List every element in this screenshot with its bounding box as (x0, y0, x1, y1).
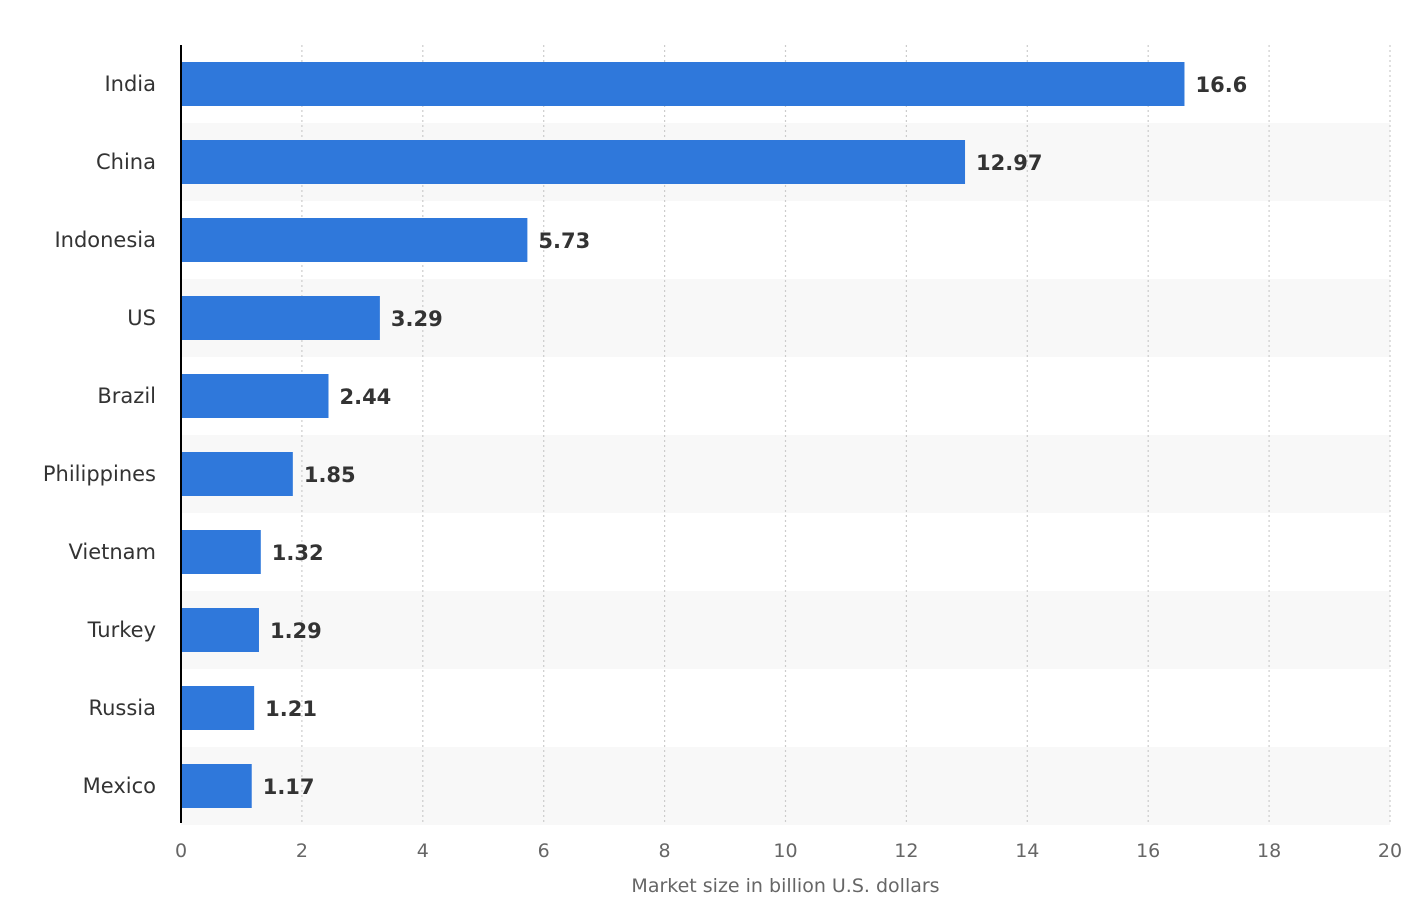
x-tick-labels: 0 2 4 6 8 10 12 14 16 18 20 (175, 840, 1402, 862)
value-label: 5.73 (538, 229, 590, 253)
category-label: India (104, 72, 156, 96)
x-tick-label: 4 (417, 840, 429, 862)
bar (181, 296, 380, 340)
value-label: 2.44 (339, 385, 391, 409)
category-label: Turkey (87, 618, 156, 642)
x-tick-label: 6 (538, 840, 550, 862)
x-tick-label: 8 (659, 840, 671, 862)
category-labels: India China Indonesia US Brazil Philippines Vi… (43, 72, 156, 798)
bar (181, 452, 293, 496)
value-label: 16.6 (1195, 73, 1247, 97)
x-tick-label: 16 (1136, 840, 1160, 862)
x-tick-label: 18 (1257, 840, 1281, 862)
bar (181, 686, 255, 730)
bars (181, 62, 1185, 808)
value-label: 1.17 (263, 775, 315, 799)
x-tick-label: 10 (773, 840, 797, 862)
bar (181, 218, 528, 262)
value-label: 3.29 (391, 307, 443, 331)
category-label: Philippines (43, 462, 156, 486)
category-label: Vietnam (68, 540, 156, 564)
category-label: Indonesia (54, 228, 156, 252)
x-axis-title: Market size in billion U.S. dollars (631, 875, 939, 897)
value-labels: 16.6 12.97 5.73 3.29 2.44 1.85 1.32 1.29 1.21 1.1… (263, 73, 1248, 799)
bar (181, 62, 1185, 106)
value-label: 1.21 (265, 697, 317, 721)
category-label: US (127, 306, 156, 330)
category-label: Russia (88, 696, 156, 720)
bar (181, 764, 252, 808)
bar (181, 140, 966, 184)
value-label: 1.32 (272, 541, 324, 565)
x-tick-label: 20 (1378, 840, 1402, 862)
category-label: China (96, 150, 156, 174)
x-tick-label: 2 (296, 840, 308, 862)
x-tick-label: 0 (175, 840, 187, 862)
value-label: 1.85 (304, 463, 356, 487)
category-label: Brazil (97, 384, 156, 408)
category-label: Mexico (83, 774, 156, 798)
x-tick-label: 12 (894, 840, 918, 862)
value-label: 1.29 (270, 619, 322, 643)
x-tick-label: 14 (1015, 840, 1039, 862)
bar (181, 608, 259, 652)
value-label: 12.97 (976, 151, 1042, 175)
bar (181, 530, 261, 574)
bar (181, 374, 329, 418)
